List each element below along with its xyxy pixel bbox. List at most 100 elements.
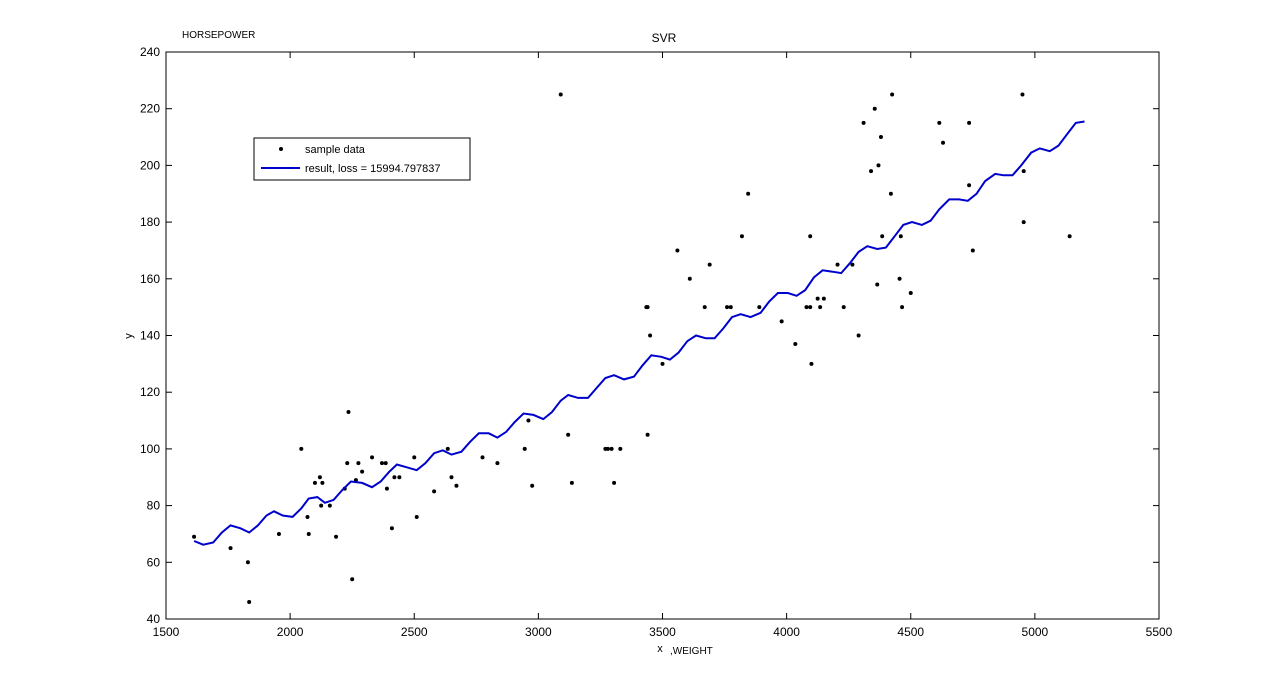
data-point [360, 469, 365, 474]
data-point [702, 305, 707, 310]
data-point [228, 546, 233, 551]
data-point [612, 480, 617, 485]
data-point [569, 480, 574, 485]
data-point [618, 446, 623, 451]
data-point [808, 305, 813, 310]
x-axis-label: x [657, 643, 663, 655]
y-tick-label: 60 [147, 555, 161, 569]
y-tick-label: 180 [140, 215, 160, 229]
y-tick-label: 140 [140, 329, 160, 343]
data-point [346, 410, 351, 415]
data-point [818, 305, 823, 310]
data-point [245, 560, 250, 565]
corner-label: HORSEPOWER [182, 30, 255, 41]
y-tick-label: 220 [140, 102, 160, 116]
data-point [319, 503, 324, 508]
legend-box [253, 137, 471, 181]
data-point [872, 106, 877, 111]
data-point [276, 531, 281, 536]
data-point [850, 262, 855, 267]
data-point [757, 305, 762, 310]
data-point [660, 361, 665, 366]
data-point [687, 276, 692, 281]
data-point [384, 486, 389, 491]
data-point [725, 305, 730, 310]
data-point [728, 305, 733, 310]
x-axis-suffix-label: ,WEIGHT [670, 646, 713, 657]
data-point [412, 455, 417, 460]
data-point [941, 140, 946, 145]
data-point [370, 455, 375, 460]
data-point [897, 276, 902, 281]
data-point [306, 531, 311, 536]
data-point [875, 282, 880, 287]
y-tick-label: 40 [147, 612, 161, 626]
data-point [566, 432, 571, 437]
data-point [675, 248, 680, 253]
x-tick-label: 5000 [1022, 625, 1049, 639]
data-point [861, 120, 866, 125]
plot-area [165, 51, 1160, 620]
data-point [967, 183, 972, 188]
data-point [937, 120, 942, 125]
data-point [645, 432, 650, 437]
data-point [1020, 92, 1025, 97]
data-point [888, 191, 893, 196]
data-point [320, 480, 325, 485]
data-point [522, 446, 527, 451]
sample-data-points [192, 92, 1072, 604]
data-point [379, 461, 384, 466]
data-point [1021, 220, 1026, 225]
y-tick-label: 100 [140, 442, 160, 456]
data-point [835, 262, 840, 267]
data-point [645, 305, 650, 310]
x-tick-label: 3000 [525, 625, 552, 639]
data-point [389, 526, 394, 531]
data-point [900, 305, 905, 310]
y-tick-label: 240 [140, 45, 160, 59]
data-point [449, 475, 454, 480]
data-point [334, 534, 339, 539]
data-point [808, 234, 813, 239]
data-point [526, 418, 531, 423]
axis-ticks [165, 51, 1160, 620]
data-point [480, 455, 485, 460]
data-point [878, 135, 883, 140]
data-point [445, 446, 450, 451]
y-tick-label: 200 [140, 158, 160, 172]
legend-label-result: result, loss = 15994.797837 [305, 163, 440, 175]
data-point [869, 169, 874, 174]
data-point [392, 475, 397, 480]
data-point [609, 446, 614, 451]
data-point [305, 514, 310, 519]
data-point [383, 461, 388, 466]
data-point [898, 234, 903, 239]
data-point [804, 305, 809, 310]
data-point [648, 333, 653, 338]
data-point [809, 361, 814, 366]
legend: sample data result, loss = 15994.797837 [253, 137, 471, 181]
data-point [530, 483, 535, 488]
y-tick-labels: 40 60 80 100 120 140 160 180 200 220 240 [140, 45, 160, 626]
legend-marker-sample-data [279, 147, 283, 151]
data-point [908, 290, 913, 295]
data-point [495, 461, 500, 466]
data-point [746, 191, 751, 196]
data-point [841, 305, 846, 310]
svr-result-line [193, 120, 1085, 546]
data-point [739, 234, 744, 239]
y-tick-label: 80 [147, 499, 161, 513]
data-point [454, 483, 459, 488]
x-tick-label: 2000 [277, 625, 304, 639]
data-point [815, 296, 820, 301]
y-tick-label: 160 [140, 272, 160, 286]
x-tick-label: 4500 [897, 625, 924, 639]
data-point [356, 461, 361, 466]
legend-label-sample-data: sample data [305, 144, 366, 156]
chart-title: SVR [652, 31, 677, 45]
data-point [876, 163, 881, 168]
data-point [970, 248, 975, 253]
y-tick-label: 120 [140, 385, 160, 399]
data-point [350, 577, 355, 582]
